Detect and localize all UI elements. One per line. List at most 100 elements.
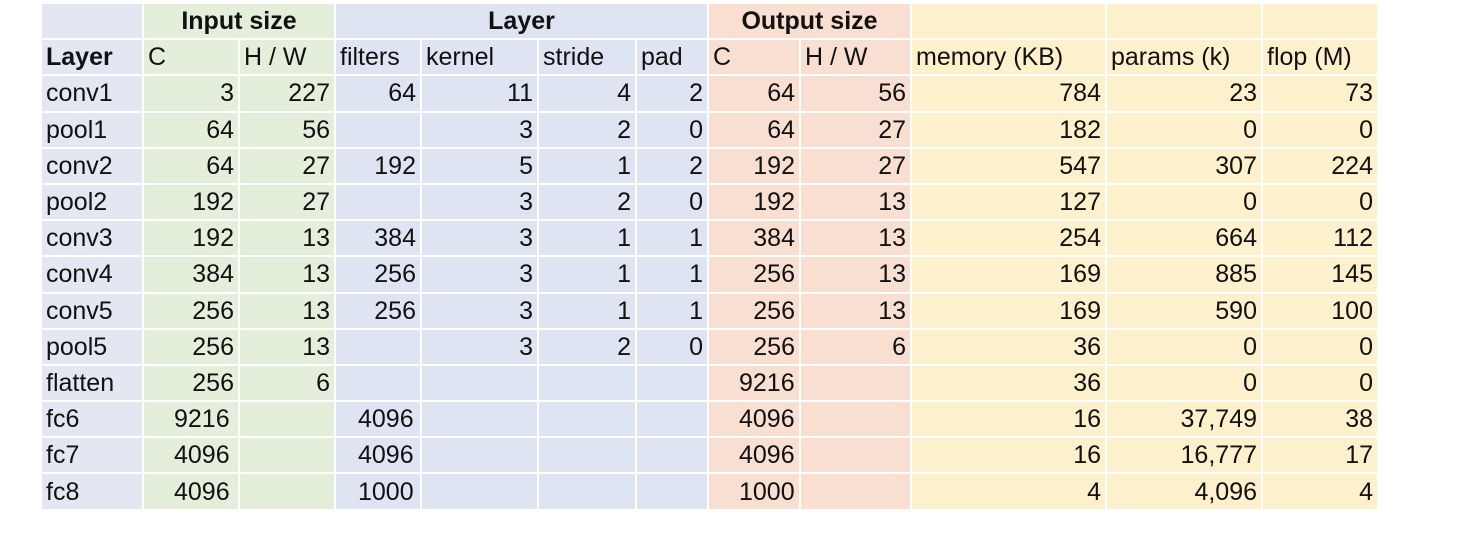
cell-kernel bbox=[422, 474, 537, 509]
cell-layer: pool2 bbox=[42, 184, 142, 220]
cell-memory: 547 bbox=[912, 148, 1105, 183]
cell-stride: 4 bbox=[539, 76, 635, 111]
cell-in-hw: 13 bbox=[240, 257, 334, 292]
cell-in-c: 256 bbox=[144, 365, 238, 401]
cell-kernel bbox=[422, 402, 537, 437]
cell-stride bbox=[539, 438, 635, 473]
table-row: conv3 192 13 384 3 1 1 384 13 254 664 112 bbox=[42, 221, 1377, 256]
cell-memory: 169 bbox=[912, 257, 1105, 292]
cell-pad: 0 bbox=[637, 112, 707, 147]
cell-out-hw: 6 bbox=[801, 329, 910, 364]
cell-pad bbox=[637, 365, 707, 401]
column-header-row: Layer C H / W filters kernel stride pad … bbox=[42, 40, 1377, 75]
cell-in-c: 192 bbox=[144, 184, 238, 220]
cell-out-hw: 13 bbox=[801, 221, 910, 256]
cell-in-hw bbox=[240, 474, 334, 509]
cell-memory: 254 bbox=[912, 221, 1105, 256]
cell-layer: fc8 bbox=[42, 474, 142, 509]
cell-flop: 224 bbox=[1263, 148, 1377, 183]
cell-pad: 1 bbox=[637, 221, 707, 256]
cell-out-c: 256 bbox=[709, 257, 799, 292]
cell-out-hw bbox=[801, 402, 910, 437]
cell-in-hw: 227 bbox=[240, 76, 334, 111]
cell-layer: pool5 bbox=[42, 329, 142, 364]
table-row: pool5 256 13 3 2 0 256 6 36 0 0 bbox=[42, 329, 1377, 364]
cell-stride: 1 bbox=[539, 293, 635, 328]
cell-out-c: 64 bbox=[709, 112, 799, 147]
cell-memory: 36 bbox=[912, 365, 1105, 401]
cell-kernel: 3 bbox=[422, 329, 537, 364]
group-empty-flop bbox=[1263, 4, 1377, 39]
cell-layer: conv1 bbox=[42, 76, 142, 111]
cell-out-c: 256 bbox=[709, 293, 799, 328]
cell-flop: 0 bbox=[1263, 112, 1377, 147]
cell-filters bbox=[336, 329, 420, 364]
cell-in-hw: 56 bbox=[240, 112, 334, 147]
table-row: pool2 192 27 3 2 0 192 13 127 0 0 bbox=[42, 184, 1377, 220]
cell-in-c: 4096 bbox=[144, 438, 238, 473]
header-memory: memory (KB) bbox=[912, 40, 1105, 75]
cell-stride: 2 bbox=[539, 112, 635, 147]
cell-out-hw: 13 bbox=[801, 184, 910, 220]
table-row: fc6 9216 4096 4096 16 37,749 38 bbox=[42, 402, 1377, 437]
cell-filters: 64 bbox=[336, 76, 420, 111]
cell-kernel: 3 bbox=[422, 184, 537, 220]
cell-memory: 784 bbox=[912, 76, 1105, 111]
cell-params: 307 bbox=[1107, 148, 1261, 183]
header-params: params (k) bbox=[1107, 40, 1261, 75]
cell-pad: 2 bbox=[637, 148, 707, 183]
empty-corner-cell bbox=[42, 4, 142, 39]
cell-kernel: 11 bbox=[422, 76, 537, 111]
cell-filters: 192 bbox=[336, 148, 420, 183]
group-empty-params bbox=[1107, 4, 1261, 39]
cell-params: 590 bbox=[1107, 293, 1261, 328]
table-row: conv4 384 13 256 3 1 1 256 13 169 885 145 bbox=[42, 257, 1377, 292]
cell-layer: conv4 bbox=[42, 257, 142, 292]
cell-flop: 0 bbox=[1263, 184, 1377, 220]
cell-pad: 0 bbox=[637, 329, 707, 364]
group-layer: Layer bbox=[336, 4, 707, 39]
cell-flop: 112 bbox=[1263, 221, 1377, 256]
cell-in-c: 64 bbox=[144, 148, 238, 183]
cell-filters: 256 bbox=[336, 293, 420, 328]
header-layer: Layer bbox=[42, 40, 142, 75]
cell-params: 0 bbox=[1107, 365, 1261, 401]
cell-out-c: 9216 bbox=[709, 365, 799, 401]
cell-in-hw: 13 bbox=[240, 329, 334, 364]
cell-layer: flatten bbox=[42, 365, 142, 401]
cell-in-c: 192 bbox=[144, 221, 238, 256]
cell-stride: 2 bbox=[539, 184, 635, 220]
cell-in-c: 384 bbox=[144, 257, 238, 292]
cell-out-c: 4096 bbox=[709, 438, 799, 473]
cell-params: 0 bbox=[1107, 112, 1261, 147]
cell-kernel bbox=[422, 438, 537, 473]
cell-stride: 1 bbox=[539, 257, 635, 292]
cell-filters: 256 bbox=[336, 257, 420, 292]
table-body: Input size Layer Output size Layer C H /… bbox=[42, 4, 1377, 509]
cell-pad bbox=[637, 474, 707, 509]
cell-params: 885 bbox=[1107, 257, 1261, 292]
cell-flop: 4 bbox=[1263, 474, 1377, 509]
header-in-hw: H / W bbox=[240, 40, 334, 75]
cell-kernel: 3 bbox=[422, 293, 537, 328]
header-stride: stride bbox=[539, 40, 635, 75]
cell-out-c: 1000 bbox=[709, 474, 799, 509]
header-kernel: kernel bbox=[422, 40, 537, 75]
cell-flop: 100 bbox=[1263, 293, 1377, 328]
cell-flop: 0 bbox=[1263, 329, 1377, 364]
cell-kernel bbox=[422, 365, 537, 401]
cell-in-c: 3 bbox=[144, 76, 238, 111]
header-flop: flop (M) bbox=[1263, 40, 1377, 75]
cell-in-c: 64 bbox=[144, 112, 238, 147]
cell-flop: 0 bbox=[1263, 365, 1377, 401]
cell-in-hw: 27 bbox=[240, 184, 334, 220]
header-filters: filters bbox=[336, 40, 420, 75]
header-out-c: C bbox=[709, 40, 799, 75]
cell-params: 23 bbox=[1107, 76, 1261, 111]
cell-filters bbox=[336, 365, 420, 401]
cell-params: 16,777 bbox=[1107, 438, 1261, 473]
cell-flop: 17 bbox=[1263, 438, 1377, 473]
cell-in-hw bbox=[240, 438, 334, 473]
cell-params: 37,749 bbox=[1107, 402, 1261, 437]
cell-stride bbox=[539, 474, 635, 509]
